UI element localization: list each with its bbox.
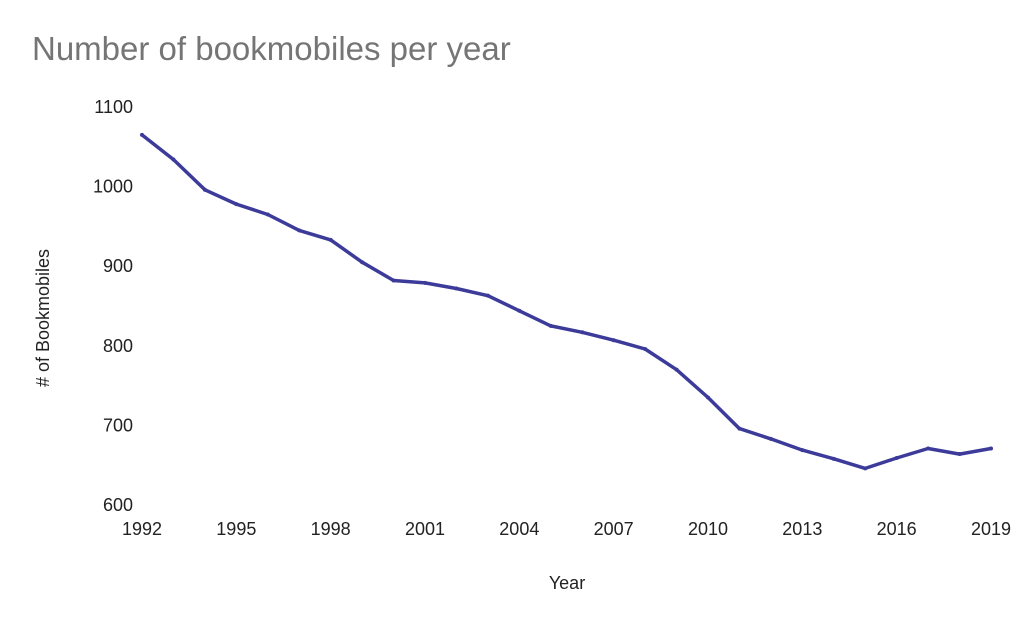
y-tick-label: 1100 <box>94 97 133 117</box>
data-point-2007 <box>611 338 616 343</box>
data-point-2008 <box>643 346 648 351</box>
data-point-1998 <box>328 237 333 242</box>
chart-title: Number of bookmobiles per year <box>32 30 511 67</box>
data-point-2005 <box>548 323 553 328</box>
data-point-2000 <box>391 278 396 283</box>
data-point-2003 <box>485 293 490 298</box>
data-point-1997 <box>297 228 302 233</box>
x-tick-label: 2019 <box>971 519 1011 539</box>
data-point-2001 <box>423 280 427 285</box>
y-tick-label: 900 <box>103 256 133 276</box>
y-tick-label: 800 <box>103 336 133 356</box>
x-tick-label: 2007 <box>594 519 634 539</box>
data-point-2017 <box>926 446 931 451</box>
series-line-0 <box>140 133 993 471</box>
x-tick-label: 1998 <box>311 519 351 539</box>
data-point-2016 <box>894 456 899 461</box>
data-point-2006 <box>580 330 585 335</box>
y-tick-label: 1000 <box>93 177 133 197</box>
data-point-1992 <box>140 132 144 137</box>
series-layer <box>140 132 993 471</box>
x-axis-ticks: 1992 1995 1998 2001 2004 2007 2010 2013 2016 2019 <box>122 519 1011 539</box>
data-point-2015 <box>863 466 868 471</box>
data-point-2019 <box>989 446 993 451</box>
data-point-1995 <box>234 202 239 207</box>
x-tick-label: 2001 <box>405 519 445 539</box>
x-axis-label: Year <box>549 573 585 593</box>
data-point-2012 <box>768 436 773 441</box>
data-point-2011 <box>737 426 742 431</box>
data-point-1993 <box>171 157 176 162</box>
x-tick-label: 2004 <box>499 519 539 539</box>
y-tick-label: 600 <box>103 495 133 515</box>
x-tick-label: 1995 <box>216 519 256 539</box>
y-tick-label: 700 <box>103 415 133 435</box>
data-point-2013 <box>800 448 805 453</box>
data-point-2002 <box>454 286 459 291</box>
x-tick-label: 2016 <box>877 519 917 539</box>
data-point-1996 <box>265 212 270 217</box>
data-point-2018 <box>957 452 962 457</box>
y-axis-label: # of Bookmobiles <box>33 249 53 387</box>
data-point-2010 <box>706 395 710 400</box>
data-point-1999 <box>360 260 365 265</box>
x-tick-label: 1992 <box>122 519 162 539</box>
data-point-1994 <box>202 187 207 192</box>
data-point-2014 <box>831 456 836 461</box>
data-point-2009 <box>674 367 679 372</box>
data-point-2004 <box>517 308 522 313</box>
x-tick-label: 2013 <box>782 519 822 539</box>
x-tick-label: 2010 <box>688 519 728 539</box>
y-axis-ticks: 600 700 800 900 1000 1100 <box>93 97 133 515</box>
